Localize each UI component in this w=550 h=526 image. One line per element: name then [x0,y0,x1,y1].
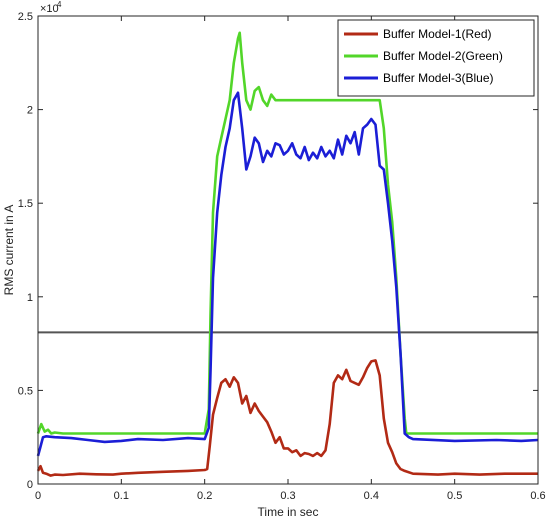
y-exponent-base: ×10 [40,3,59,15]
y-axis-ticks: 0 0.5 1 1.5 2 2.5 [18,11,538,491]
y-axis-label: RMS current in A [2,205,16,296]
legend-label-2: Buffer Model-2(Green) [383,49,503,63]
series-line-1 [36,359,538,477]
y-tick-label: 2 [27,105,33,117]
x-tick-label: 0.5 [447,490,462,502]
y-tick-label: 1.5 [18,198,33,210]
x-tick-label: 0.1 [114,490,129,502]
x-tick-label: 0.2 [197,490,212,502]
y-tick-label: 1 [27,292,33,304]
x-tick-label: 0.4 [364,490,379,502]
x-axis-ticks: 0 0.1 0.2 0.3 0.4 0.5 0.6 [35,16,546,502]
x-tick-label: 0.6 [530,490,545,502]
x-tick-label: 0 [35,490,41,502]
y-exponent-power: 4 [57,0,62,9]
legend: Buffer Model-1(Red) Buffer Model-2(Green)… [337,19,535,97]
series-layer [36,31,539,477]
y-tick-label: 2.5 [18,11,33,23]
series-line-3 [36,91,539,457]
y-tick-label: 0.5 [18,385,33,397]
x-axis-label: Time in sec [258,505,319,519]
y-tick-label: 0 [27,479,33,491]
x-tick-label: 0.3 [280,490,295,502]
legend-label-1: Buffer Model-1(Red) [383,27,492,41]
legend-label-3: Buffer Model-3(Blue) [383,71,494,85]
